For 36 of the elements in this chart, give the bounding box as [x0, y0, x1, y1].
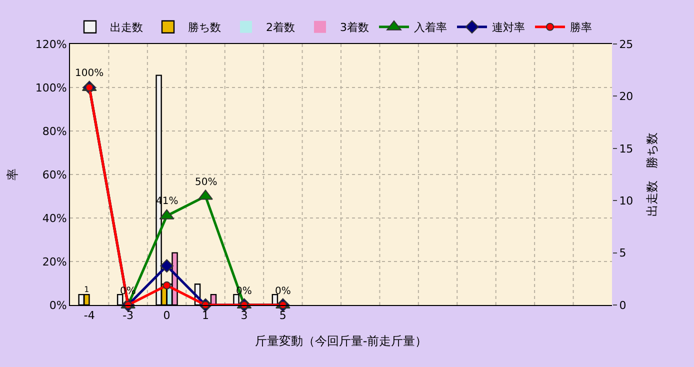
x-tick-label: -3 — [122, 309, 134, 322]
y-tick-label: 0% — [49, 298, 67, 312]
x-tick-label: 0 — [163, 309, 170, 322]
data-label: 100% — [75, 68, 104, 79]
y2-tick-label: 20 — [619, 90, 634, 104]
legend-label: 入着率 — [414, 21, 447, 34]
legend-label: 3着数 — [340, 21, 369, 34]
y-tick-label: 80% — [42, 124, 67, 138]
y2-tick-label: 15 — [619, 142, 634, 156]
data-label: 0% — [275, 286, 291, 297]
point — [198, 190, 213, 200]
legend-label: 2着数 — [266, 21, 295, 34]
point — [160, 259, 174, 273]
y-tick-label: 20% — [42, 255, 67, 268]
point — [162, 281, 171, 290]
y2-tick-label: 5 — [619, 246, 626, 260]
legend-label: 勝率 — [570, 21, 592, 34]
data-label: 50% — [195, 177, 218, 188]
x-axis-title: 斤量変動（今回斤量-前走斤量） — [254, 334, 428, 348]
x-tick-label: -4 — [84, 309, 95, 322]
x-tick-label: 1 — [202, 309, 209, 322]
y-tick-label: 120% — [35, 38, 67, 51]
y2-tick-label: 10 — [619, 194, 634, 208]
legend-label: 勝ち数 — [188, 21, 221, 34]
y2-tick-label: 25 — [619, 38, 634, 51]
x-tick-label: 5 — [279, 309, 286, 322]
legend-label: 出走数 — [110, 21, 143, 34]
x-tick-label: 3 — [240, 309, 248, 322]
y-tick-label: 40% — [42, 212, 67, 225]
y-tick-label: 100% — [35, 81, 67, 94]
y-tick-label: 60% — [42, 168, 67, 182]
y2-tick-label: 0 — [619, 298, 626, 312]
y-axis-title: 率 — [6, 168, 20, 180]
legend-label: 連対率 — [492, 21, 525, 34]
y2-axis-title: 出走数 勝ち数 — [645, 132, 660, 216]
data-label: 1 — [84, 285, 90, 294]
